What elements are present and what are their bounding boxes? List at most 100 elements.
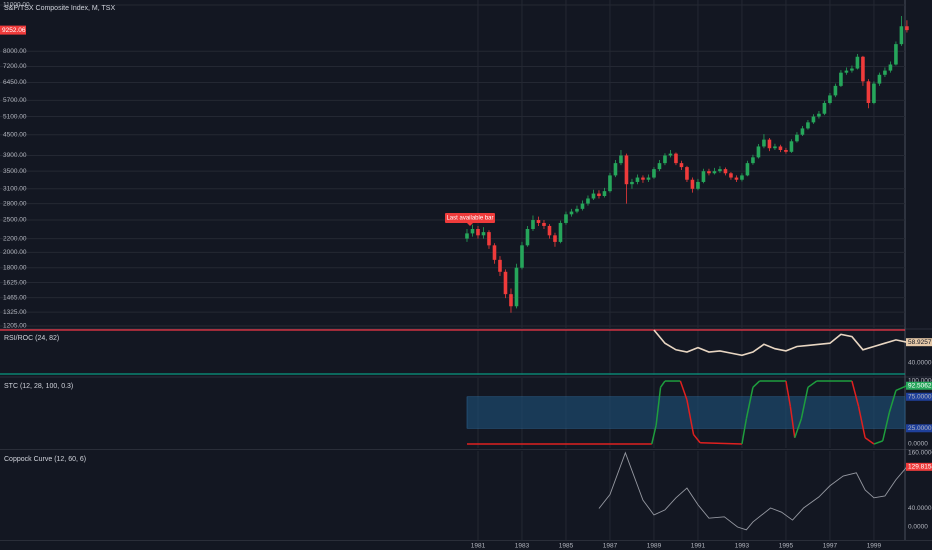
- candle-body: [756, 146, 761, 158]
- annotation-box: [444, 212, 495, 223]
- y-tick-label: 3100.00: [3, 186, 27, 193]
- candle-body: [899, 26, 904, 45]
- candle-body: [586, 198, 590, 204]
- stc-segment: [785, 380, 792, 407]
- y-tick-label: 5100.00: [3, 113, 27, 120]
- band: [466, 396, 906, 429]
- candle-body: [635, 177, 640, 182]
- value-tag: [906, 462, 932, 471]
- y-tick-label: 1465.00: [3, 294, 27, 301]
- y-tick-label: 40.0000: [908, 360, 932, 367]
- stc-segment: [895, 385, 908, 392]
- candle-body: [663, 155, 667, 164]
- candle-body: [844, 70, 849, 73]
- y-tick-label: 2200.00: [3, 235, 27, 242]
- pane-title: Coppock Curve (12, 60, 6): [4, 456, 86, 463]
- candle-body: [470, 228, 475, 234]
- candle-body: [608, 175, 612, 192]
- candle-body: [795, 134, 799, 142]
- candle-body: [476, 228, 480, 236]
- candle-body: [481, 232, 486, 236]
- candle-body: [762, 139, 766, 147]
- candle-body: [624, 155, 629, 185]
- candle-body: [723, 169, 728, 174]
- candle-body: [800, 128, 805, 135]
- candle-body: [619, 155, 623, 164]
- stc-segment: [807, 380, 818, 388]
- candle-body: [553, 235, 557, 242]
- candle-body: [740, 175, 744, 180]
- candle-body: [652, 169, 656, 178]
- y-tick-label: 1325.00: [3, 309, 27, 316]
- stc-segment: [800, 387, 809, 419]
- stc-segment: [686, 399, 695, 435]
- candle-body: [822, 102, 827, 114]
- y-tick-label: 2500.00: [3, 217, 27, 224]
- x-tick-label: 1981: [471, 543, 486, 550]
- y-tick-label: 2800.00: [3, 200, 27, 207]
- candle-body: [503, 271, 508, 295]
- stc-segment: [851, 380, 860, 407]
- candle-body: [487, 232, 491, 246]
- candle-body: [657, 163, 662, 170]
- candle-body: [542, 222, 546, 226]
- y-tick-label: 6450.00: [3, 79, 27, 86]
- y-tick-label: 100.0000: [908, 378, 932, 385]
- candle-body: [564, 214, 568, 223]
- candle-body: [602, 191, 607, 196]
- x-tick-label: 1987: [603, 543, 618, 550]
- candle-body: [690, 179, 695, 189]
- stc-segment: [873, 440, 883, 445]
- x-tick-label: 1995: [779, 543, 794, 550]
- candle-body: [894, 44, 898, 65]
- candle-body: [707, 171, 711, 174]
- y-tick-label: 4500.00: [3, 131, 27, 138]
- x-tick-label: 1983: [515, 543, 530, 550]
- candle-body: [685, 167, 689, 180]
- candle-body: [872, 83, 876, 103]
- y-tick-label: 25.0000: [908, 425, 932, 432]
- candle-body: [718, 169, 722, 172]
- candle-body: [817, 113, 821, 117]
- candle-body: [509, 294, 513, 307]
- candle-body: [888, 64, 893, 71]
- y-tick-label: 3900.00: [3, 152, 27, 159]
- last-price-label: 9252.06: [2, 27, 26, 34]
- candle-body: [520, 245, 524, 268]
- candle-body: [696, 181, 700, 189]
- last-price-tag: [0, 25, 26, 35]
- y-tick-label: 0.0000: [908, 524, 928, 531]
- stc-segment: [857, 406, 866, 438]
- candle-body: [498, 259, 502, 272]
- y-tick-label: 1625.00: [3, 279, 27, 286]
- candle-body: [729, 173, 733, 178]
- stc-segment: [655, 387, 662, 426]
- candle-body: [547, 225, 552, 236]
- candle-body: [745, 163, 750, 176]
- candle-body: [855, 56, 860, 69]
- candle-body: [778, 146, 783, 151]
- y-tick-label: 1800.00: [3, 264, 27, 271]
- stc-segment: [752, 380, 761, 388]
- candle-body: [597, 193, 601, 196]
- value-tag: [906, 338, 932, 347]
- stc-segment: [659, 380, 666, 388]
- stc-segment: [700, 442, 742, 445]
- stc-segment: [741, 418, 748, 445]
- candle-body: [789, 141, 794, 152]
- candle-body: [575, 208, 579, 212]
- candle-body: [839, 72, 843, 86]
- stc-segment: [651, 424, 657, 445]
- x-tick-label: 1989: [647, 543, 662, 550]
- value-tag-label: 58.9257: [908, 339, 932, 346]
- candle-body: [850, 68, 854, 71]
- candle-body: [591, 193, 596, 199]
- candle-body: [866, 81, 871, 103]
- value-tag: [906, 381, 932, 390]
- annotation-pointer: [466, 222, 473, 226]
- candle-body: [558, 222, 563, 242]
- candle-body: [536, 220, 541, 223]
- candle-body: [811, 116, 816, 123]
